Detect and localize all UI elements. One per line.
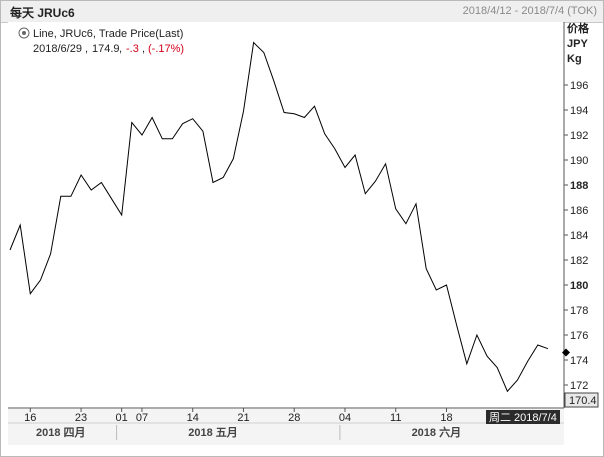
- y-tick-label: 172: [570, 380, 588, 392]
- y-unit-label-currency: JPY: [567, 38, 588, 50]
- legend-change: -.3: [126, 43, 139, 55]
- chart-title: 每天 JRUc6: [10, 6, 75, 20]
- x-tick-label: 16: [24, 412, 36, 424]
- legend: Line, JRUc6, Trade Price(Last) 2018/6/29…: [18, 27, 184, 55]
- legend-comma-1: ,: [85, 43, 88, 55]
- y-tick-label: 186: [570, 205, 588, 217]
- current-value-label: 170.4: [569, 395, 597, 407]
- cursor-date-prefix: 周二: [489, 411, 511, 424]
- price-series-line: [9, 41, 549, 393]
- cursor-date-label: 2018/7/4: [514, 412, 557, 424]
- x-tick-label: 18: [440, 412, 452, 424]
- month-label: 2018 四月: [36, 426, 86, 439]
- legend-value: 174.9: [92, 43, 120, 55]
- legend-date: 2018/6/29: [33, 43, 82, 55]
- x-tick-label: 04: [339, 412, 351, 424]
- x-tick-label: 23: [75, 412, 87, 424]
- y-unit-label-weight: Kg: [567, 53, 582, 65]
- y-tick-label: 194: [570, 105, 588, 117]
- current-value-marker: [562, 348, 570, 357]
- month-label: 2018 六月: [412, 425, 462, 439]
- y-tick-label: 190: [570, 155, 588, 167]
- month-label: 2018 五月: [188, 426, 238, 439]
- legend-comma-2: ,: [119, 43, 122, 55]
- x-tick-label: 21: [237, 412, 249, 424]
- y-tick-label: 188: [570, 180, 588, 192]
- y-tick-label: 184: [570, 230, 588, 242]
- legend-change-pct: (-.17%): [148, 43, 184, 55]
- x-tick-label: 07: [136, 412, 148, 424]
- y-tick-label: 192: [570, 130, 588, 142]
- y-tick-group: 172 174 176 178 180 182 184 186 188 190 192 194 196: [564, 80, 588, 392]
- y-tick-label: 180: [570, 280, 588, 292]
- x-tick-label: 11: [390, 412, 401, 424]
- y-tick-label: 178: [570, 305, 588, 317]
- y-tick-label: 176: [570, 330, 588, 342]
- plot-area: [8, 22, 564, 408]
- y-unit-label-price: 价格: [567, 21, 590, 35]
- y-tick-label: 174: [570, 355, 588, 367]
- month-label-group: 2018 四月 2018 五月 2018 六月: [36, 425, 461, 440]
- x-tick-label: 01: [116, 412, 128, 424]
- x-tick-group: 16 23 01 07 14 21 28 04 11 18: [24, 408, 453, 424]
- y-tick-label: 196: [570, 80, 588, 92]
- x-tick-label: 14: [187, 412, 199, 424]
- date-range: 2018/4/12 - 2018/7/4 (TOK): [462, 5, 597, 17]
- x-tick-label: 28: [288, 412, 300, 424]
- settings-gear-icon-center: [22, 31, 26, 35]
- cursor-date-box: [486, 410, 560, 424]
- y-tick-label: 182: [570, 255, 588, 267]
- legend-series-label: Line, JRUc6, Trade Price(Last): [33, 28, 183, 40]
- legend-comma-3: ,: [142, 43, 145, 55]
- time-axis-band: [8, 409, 564, 445]
- current-value-box: [564, 392, 599, 408]
